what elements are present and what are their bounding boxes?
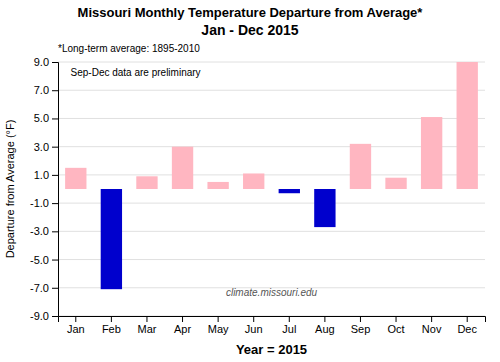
y-tick-mark [52,316,58,317]
y-axis-title: Departure from Average (°F) [4,120,16,259]
bar [207,182,228,189]
y-tick-label: 5.0 [34,112,49,124]
bar [101,189,122,289]
x-tick-mark [289,316,290,322]
y-tick: -7.0 [30,282,58,294]
x-tick-label: Dec [457,323,477,335]
bar [385,178,406,189]
x-tick-mark [431,316,432,322]
x-tick-mark [182,316,183,322]
x-axis-line [59,317,486,323]
x-tick: May [208,316,229,335]
x-tick-mark [146,316,147,322]
x-axis-title: Year = 2015 [236,342,307,357]
x-tick-mark [218,316,219,322]
x-axis: Jan Feb Mar Apr May Jun Jul Aug Sep Oct Nov Dec [59,316,486,335]
bar [136,176,157,189]
bar [172,147,193,189]
y-tick-label: -3.0 [30,225,49,237]
bar [421,117,442,189]
watermark: climate.missouri.edu [226,287,318,298]
x-tick-label: Apr [174,323,191,335]
bar [65,168,86,189]
x-tick: Jun [245,316,263,335]
x-tick: Nov [422,316,442,335]
x-tick: Oct [387,316,404,335]
bar [243,173,264,189]
x-tick-mark [324,316,325,322]
x-tick: Dec [457,316,477,335]
x-tick: Aug [315,316,335,335]
y-tick-mark [52,288,58,289]
y-axis: -9.0 -7.0 -5.0 -3.0 -1.0 1.0 3.0 5.0 7.0 9.0 [30,56,58,322]
y-tick-mark [52,118,58,119]
x-tick-label: Nov [422,323,442,335]
y-tick: -9.0 [30,310,58,322]
y-tick: 7.0 [34,84,58,96]
x-tick-label: Sep [351,323,371,335]
y-tick: -3.0 [30,225,58,237]
y-tick: 5.0 [34,112,58,124]
y-tick-label: 1.0 [34,169,49,181]
y-tick-mark [52,62,58,63]
grid-line [58,62,485,63]
x-tick-mark [111,316,112,322]
bar [279,189,300,193]
x-tick-mark [360,316,361,322]
title: Jan - Dec 2015 [201,22,298,38]
y-tick-label: -5.0 [30,254,49,266]
subtitle: *Long-term average: 1895-2010 [58,43,200,54]
bars [65,62,478,289]
chart: Missouri Monthly Temperature Departure f… [0,0,500,362]
x-tick: Sep [351,316,371,335]
y-tick: 9.0 [34,56,58,68]
x-tick-label: Jan [67,323,85,335]
y-tick-mark [52,90,58,91]
x-tick-mark [75,316,76,322]
x-tick-label: Feb [102,323,121,335]
y-tick-mark [52,203,58,204]
y-tick: -1.0 [30,197,58,209]
y-tick-mark [52,260,58,261]
annotation: Sep-Dec data are preliminary [71,67,201,78]
x-tick-mark [253,316,254,322]
y-tick: 1.0 [34,169,58,181]
y-tick: -5.0 [30,254,58,266]
x-tick-mark [467,316,468,322]
y-tick-label: 7.0 [34,84,49,96]
y-tick-label: -9.0 [30,310,49,322]
title: Missouri Monthly Temperature Departure f… [78,5,424,20]
bar [314,189,335,227]
x-tick-mark [396,316,397,322]
x-tick-label: Jun [245,323,263,335]
x-tick: Jul [282,316,296,335]
x-tick-label: Aug [315,323,335,335]
bar [350,144,371,189]
y-tick: 3.0 [34,141,58,153]
x-tick-label: May [208,323,229,335]
x-tick: Mar [137,316,156,335]
x-tick-label: Mar [137,323,156,335]
plot: -9.0 -7.0 -5.0 -3.0 -1.0 1.0 3.0 5.0 7.0 9.0 Jan Fe… [30,56,485,335]
y-tick-mark [52,147,58,148]
y-tick-mark [52,231,58,232]
y-tick-label: 3.0 [34,141,49,153]
y-tick-label: -1.0 [30,197,49,209]
x-tick: Jan [67,316,85,335]
grid-line [58,90,485,91]
x-tick: Feb [102,316,121,335]
y-tick-mark [52,175,58,176]
y-tick-label: -7.0 [30,282,49,294]
x-tick-label: Oct [387,323,404,335]
y-axis-line [52,63,59,317]
x-tick-label: Jul [282,323,296,335]
y-tick-label: 9.0 [34,56,49,68]
grid [58,62,485,316]
x-tick: Apr [174,316,191,335]
bar [457,62,478,189]
